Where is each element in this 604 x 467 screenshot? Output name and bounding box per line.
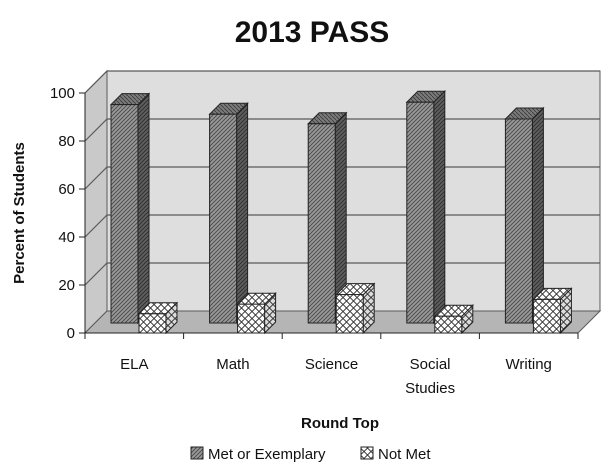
side-wall [85, 71, 107, 333]
x-tick-label: Math [216, 356, 249, 373]
legend-item-not-met: Not Met [361, 446, 431, 463]
bar-not-met [533, 288, 571, 333]
legend: Met or Exemplary Not Met [191, 446, 431, 463]
legend-label: Met or Exemplary [208, 446, 326, 463]
bar-met-or-exemplary [111, 94, 149, 323]
bar-not-met [238, 293, 276, 333]
legend-swatch [361, 447, 373, 459]
y-tick-label: 60 [58, 181, 75, 198]
x-tick-label: Social [410, 356, 451, 373]
bar-met-or-exemplary [407, 91, 445, 323]
legend-label: Not Met [378, 446, 431, 463]
x-tick-label: Writing [505, 356, 551, 373]
bar-met-or-exemplary [505, 108, 543, 323]
y-tick-label: 0 [67, 325, 75, 342]
y-tick-label: 40 [58, 229, 75, 246]
x-axis-title: Round Top [301, 415, 379, 432]
legend-swatch [191, 447, 203, 459]
y-tick-label: 80 [58, 133, 75, 150]
bar-met-or-exemplary [210, 103, 248, 323]
y-axis-title: Percent of Students [11, 142, 28, 284]
x-tick-label: Studies [405, 380, 455, 397]
chart-title: 2013 PASS [235, 16, 390, 49]
x-axis-ticks: ELA Math Science Social Studies Writing [85, 333, 578, 397]
x-tick-label: ELA [120, 356, 148, 373]
legend-item-met-or-exemplary: Met or Exemplary [191, 446, 326, 463]
bar-not-met [336, 284, 374, 333]
y-tick-label: 100 [50, 85, 75, 102]
plot-area [85, 71, 600, 333]
y-tick-label: 20 [58, 277, 75, 294]
y-axis-ticks: 0 20 40 60 80 100 [50, 85, 85, 342]
x-tick-label: Science [305, 356, 358, 373]
